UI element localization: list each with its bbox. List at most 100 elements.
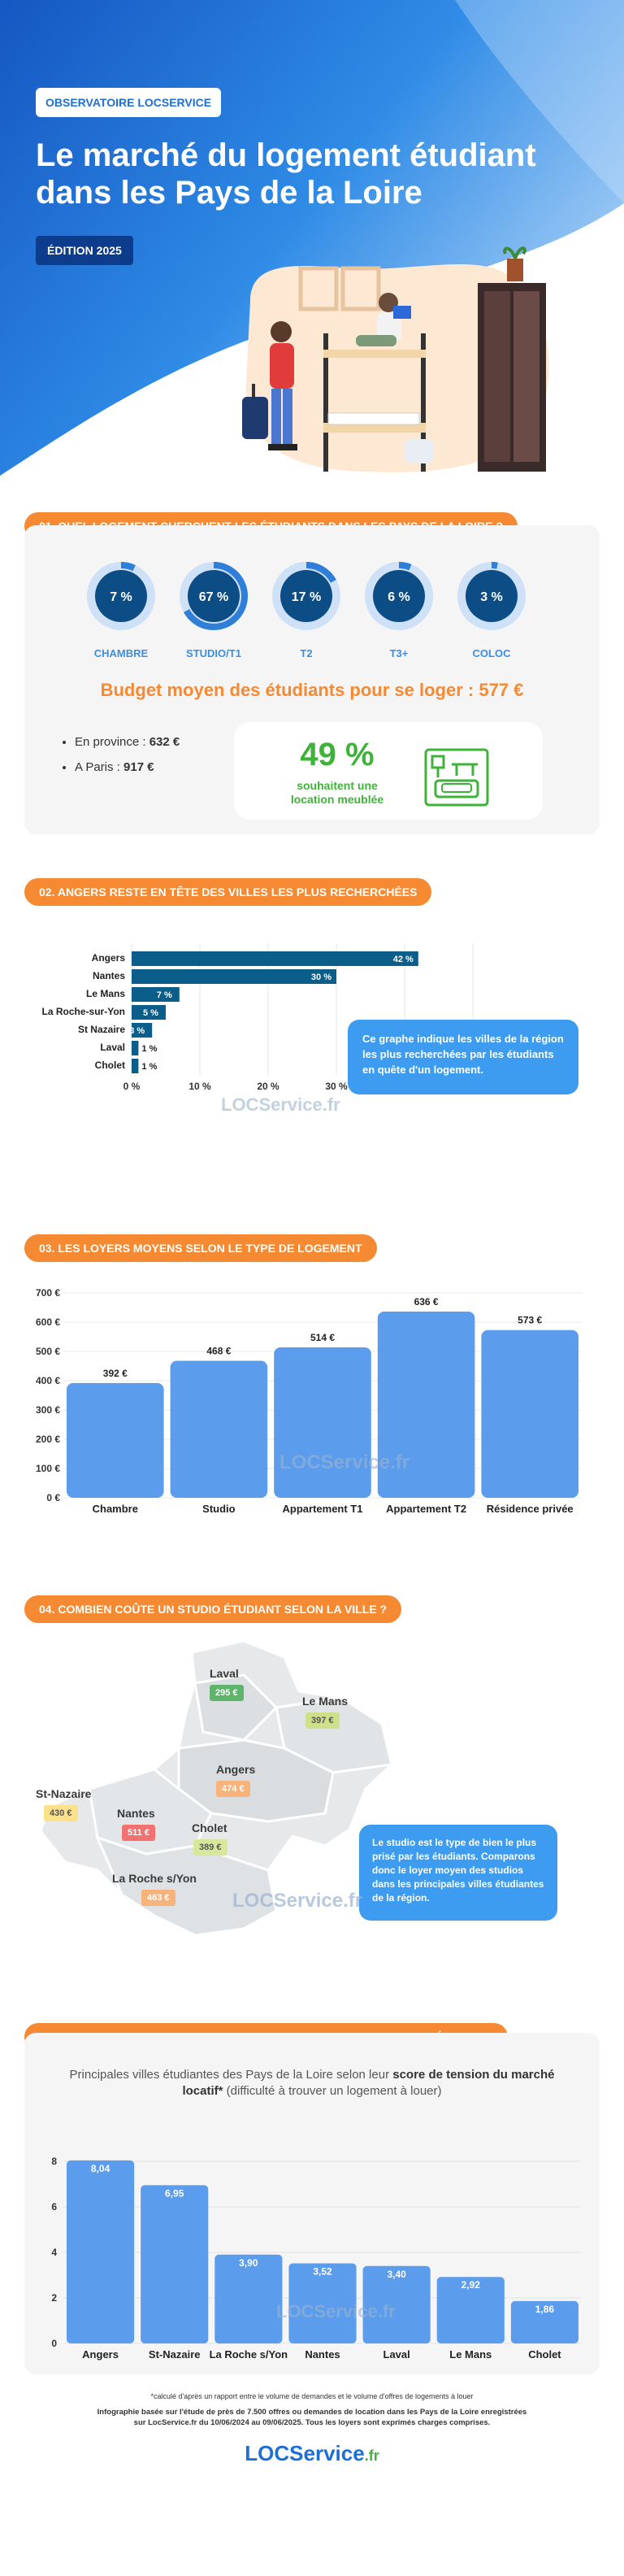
data-label: 3 %	[129, 1026, 145, 1036]
student-room-illustration	[242, 246, 549, 472]
y-tick-label: 300 €	[36, 1404, 60, 1416]
donut-fill	[180, 562, 248, 630]
bar	[132, 1041, 139, 1055]
category-label: Nantes	[305, 2348, 340, 2361]
hero: OBSERVATOIRE LOCSERVICE Le marché du log…	[0, 0, 624, 480]
map-city-name: Angers	[216, 1763, 256, 1776]
donut-fill	[272, 562, 340, 630]
category-label: Le Mans	[449, 2348, 492, 2361]
section-5-subtitle: Principales villes étudiantes des Pays d…	[69, 2068, 555, 2098]
rent-by-type-chart: 0 € 100 € 200 € 300 € 400 € 500 € 600 € 700 € 39…	[36, 1287, 582, 1515]
bar	[141, 2185, 209, 2343]
housing-type-donut: 3 %	[457, 562, 526, 630]
bar	[377, 1312, 475, 1498]
data-label: 6,95	[165, 2187, 184, 2199]
x-tick-label: 30 %	[325, 1081, 348, 1092]
x-tick-label: 10 %	[188, 1081, 211, 1092]
y-tick-label: 700 €	[36, 1287, 60, 1299]
map-city-name: Le Mans	[302, 1695, 349, 1708]
map-city-price: 389 €	[193, 1839, 228, 1856]
y-tick-label: 4	[51, 2247, 57, 2258]
housing-type-donut: 17 %	[272, 562, 340, 630]
bar	[436, 2277, 505, 2343]
category-label: St Nazaire	[78, 1024, 125, 1035]
map-city-price: 474 €	[216, 1781, 250, 1797]
data-label: 3,52	[313, 2265, 332, 2277]
category-label: Cholet	[528, 2348, 561, 2361]
section-3-banner: 03. LES LOYERS MOYENS SELON LE TYPE DE L…	[24, 1234, 377, 1262]
data-label: 392 €	[103, 1368, 128, 1379]
map-city-price: 463 €	[141, 1890, 176, 1906]
category-label: Studio	[202, 1503, 235, 1515]
data-label: 42 %	[393, 955, 414, 964]
category-label: Chambre	[93, 1503, 138, 1515]
y-tick-label: 6	[51, 2201, 57, 2213]
section-4-callout: Le studio est le type de bien le plus pr…	[359, 1825, 557, 1921]
bar	[132, 1005, 166, 1020]
data-label: 30 %	[311, 973, 332, 982]
category-label: La Roche s/Yon	[210, 2348, 288, 2361]
bar	[170, 1360, 268, 1498]
tension-score-chart: 0 2 4 6 8 8,04 Angers 6,95 St-Nazaire 3,90 La Roch…	[51, 2156, 582, 2361]
page-title: Le marché du logement étudiant dans les …	[36, 137, 536, 211]
housing-type-label: T3+	[389, 647, 409, 659]
donut-value: 6 %	[388, 590, 410, 604]
y-tick-label: 500 €	[36, 1346, 60, 1357]
y-tick-label: 600 €	[36, 1316, 60, 1328]
map-city-name: Nantes	[117, 1807, 155, 1820]
category-label: Le Mans	[86, 988, 125, 999]
data-label: 3,40	[387, 2269, 406, 2280]
map-city-price: 397 €	[306, 1712, 340, 1729]
housing-type-label: CHAMBRE	[93, 647, 149, 659]
x-tick-label: 20 %	[257, 1081, 280, 1092]
housing-type-label: COLOC	[472, 647, 511, 659]
bar	[362, 2265, 431, 2343]
furnished-percentage: 49 %	[300, 737, 375, 772]
data-label: 7 %	[157, 990, 172, 1000]
donut-value: 67 %	[199, 590, 228, 604]
category-label: Laval	[100, 1042, 125, 1053]
housing-type-donut: 7 %	[87, 562, 155, 630]
map-city-price: 430 €	[44, 1805, 78, 1821]
donut-fill	[87, 562, 155, 630]
donut-fill	[457, 562, 526, 630]
housing-type-donut: 6 %	[365, 562, 433, 630]
bar	[67, 1382, 164, 1498]
furniture-icon	[424, 748, 489, 807]
y-tick-label: 0 €	[46, 1492, 60, 1503]
section-2-callout: Ce graphe indique les villes de la régio…	[348, 1020, 578, 1094]
observatoire-badge: OBSERVATOIRE LOCSERVICE	[36, 88, 222, 117]
category-label: Angers	[92, 952, 126, 964]
budget-paris: A Paris : 917 €	[75, 760, 180, 774]
y-tick-label: 0	[51, 2338, 57, 2349]
bar	[132, 1059, 139, 1073]
category-label: Angers	[82, 2348, 119, 2361]
category-label: Cholet	[95, 1060, 125, 1071]
map-city-name: Cholet	[192, 1821, 228, 1834]
category-label: St-Nazaire	[149, 2348, 201, 2361]
brand-logo: LOCService.fr	[245, 2441, 379, 2465]
footnote: *calculé d'après un rapport entre le vol…	[150, 2392, 474, 2400]
map-city-name: La Roche s/Yon	[112, 1872, 197, 1885]
bar	[288, 2263, 357, 2343]
bar	[510, 2300, 578, 2343]
data-label: 8,04	[91, 2163, 110, 2174]
y-tick-label: 2	[51, 2292, 57, 2304]
category-label: Laval	[384, 2348, 410, 2361]
bar	[214, 2254, 283, 2343]
y-tick-label: 400 €	[36, 1375, 60, 1386]
y-tick-label: 200 €	[36, 1434, 60, 1445]
budget-list: En province : 632 € A Paris : 917 €	[75, 735, 180, 785]
data-label: 1,86	[535, 2304, 555, 2315]
source-note: Infographie basée sur l'étude de près de…	[97, 2408, 527, 2427]
category-label: Résidence privée	[487, 1503, 574, 1515]
bar	[132, 987, 180, 1002]
data-label: 514 €	[310, 1332, 335, 1343]
category-label: Appartement T1	[283, 1503, 363, 1515]
map-city-name: Laval	[210, 1667, 239, 1680]
data-label: 573 €	[518, 1315, 542, 1326]
map-city-price: 295 €	[210, 1685, 244, 1701]
data-label: 5 %	[143, 1008, 158, 1018]
watermark: LOCService.fr	[221, 1094, 340, 1115]
